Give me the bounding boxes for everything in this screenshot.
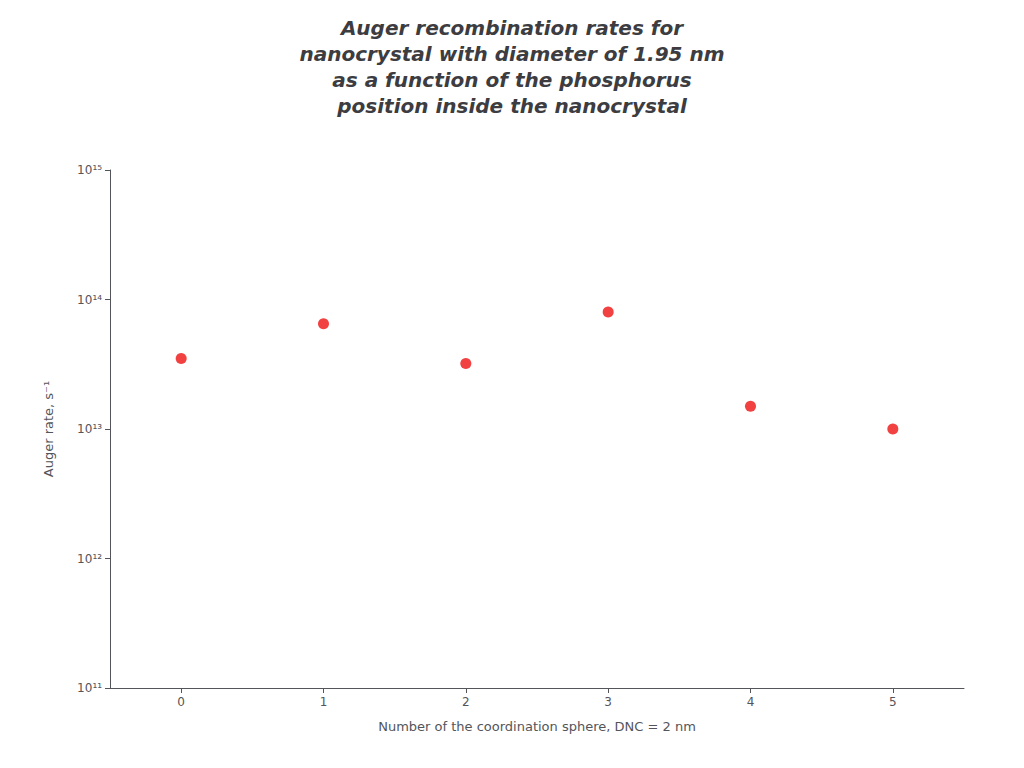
svg-text:nanocrystal with diameter of 1: nanocrystal with diameter of 1.95 nm [299, 42, 724, 66]
svg-text:10¹²: 10¹² [77, 552, 102, 566]
svg-text:Number of the coordination sph: Number of the coordination sphere, DNC =… [378, 719, 696, 734]
svg-text:2: 2 [462, 695, 470, 709]
svg-text:Auger recombination rates for: Auger recombination rates for [339, 16, 684, 40]
svg-text:as a function of the phosphoru: as a function of the phosphorus [332, 68, 692, 92]
svg-text:10¹⁴: 10¹⁴ [77, 293, 102, 307]
svg-text:5: 5 [889, 695, 897, 709]
svg-text:10¹⁵: 10¹⁵ [77, 163, 102, 177]
svg-text:1: 1 [320, 695, 328, 709]
svg-text:Auger rate, s⁻¹: Auger rate, s⁻¹ [41, 381, 56, 477]
svg-text:4: 4 [747, 695, 755, 709]
svg-text:position inside the nanocrysta: position inside the nanocrystal [336, 94, 688, 118]
svg-text:10¹¹: 10¹¹ [77, 681, 102, 695]
svg-text:0: 0 [177, 695, 185, 709]
svg-text:3: 3 [604, 695, 612, 709]
svg-text:10¹³: 10¹³ [77, 422, 102, 436]
